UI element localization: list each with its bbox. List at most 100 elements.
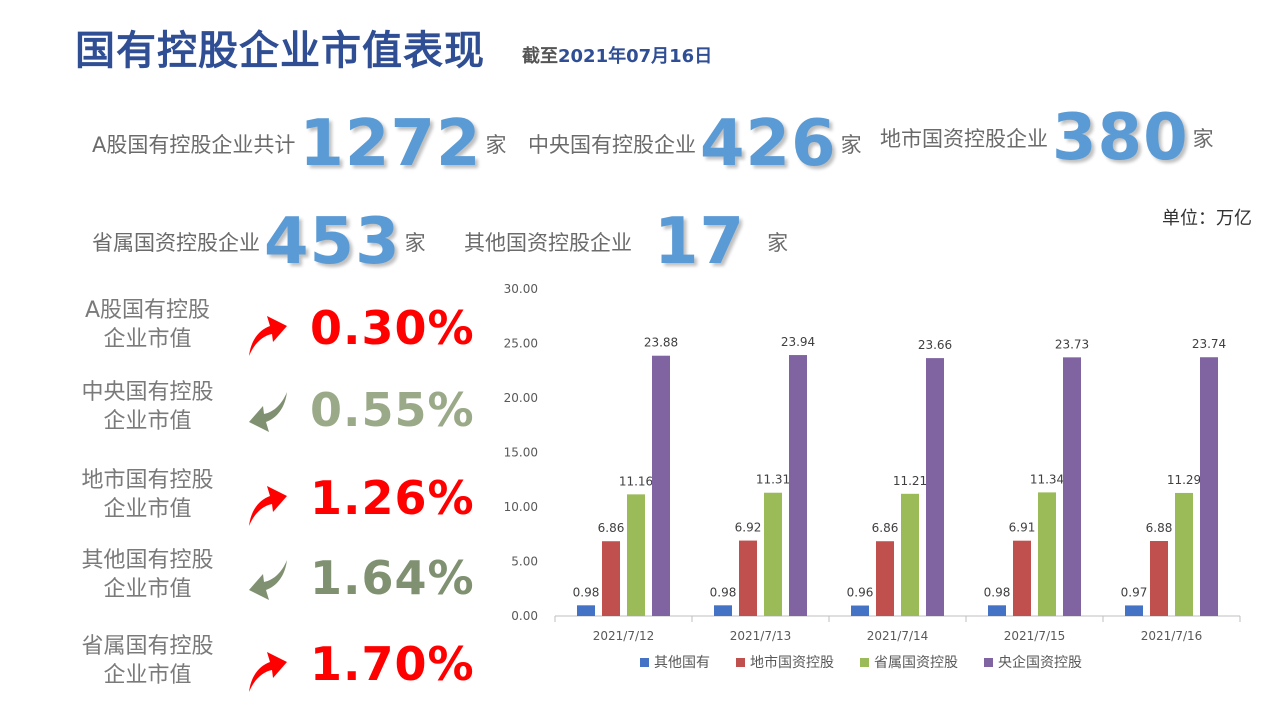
legend-swatch	[984, 658, 993, 667]
legend-swatch	[640, 658, 649, 667]
bar-data-label: 6.86	[872, 521, 899, 535]
bar-data-label: 6.91	[1009, 521, 1036, 535]
stat-value: 380	[1052, 101, 1189, 175]
market-change-label: A股国有控股 企业市值	[60, 296, 235, 354]
stat-other: 其他国资控股企业 17 家	[464, 210, 788, 274]
x-tick-label: 2021/7/14	[867, 629, 929, 643]
unit-note: 单位：万亿	[1162, 208, 1252, 229]
market-change-label: 地市国有控股 企业市值	[60, 466, 235, 524]
bar	[1125, 605, 1143, 616]
stat-unit: 家	[1192, 127, 1214, 151]
bar	[739, 540, 757, 616]
bar	[1150, 541, 1168, 616]
up-arrow-icon	[249, 486, 287, 526]
market-change-label: 其他国有控股 企业市值	[60, 546, 235, 604]
y-tick-label: 15.00	[504, 446, 538, 460]
bar-data-label: 11.21	[893, 474, 927, 488]
label-line: 企业市值	[103, 497, 192, 522]
bar	[714, 605, 732, 616]
bar	[901, 493, 919, 616]
bar	[1063, 357, 1081, 616]
stat-central: 中央国有控股企业 426 家	[528, 112, 862, 176]
bar-data-label: 23.94	[781, 335, 815, 349]
bar-data-label: 6.92	[735, 521, 762, 535]
stat-unit: 家	[404, 231, 426, 255]
bar-data-label: 0.97	[1121, 585, 1148, 599]
label-line: 省属国有控股	[81, 634, 214, 659]
page-title: 国有控股企业市值表现	[75, 28, 485, 74]
stat-value: 453	[264, 205, 401, 279]
market-change-label: 省属国有控股 企业市值	[60, 632, 235, 690]
bar-data-label: 0.98	[984, 585, 1011, 599]
label-line: 其他国有控股	[81, 548, 214, 573]
market-change-value: 1.26%	[310, 471, 475, 525]
label-line: A股国有控股	[84, 298, 211, 323]
bar-data-label: 6.88	[1146, 521, 1173, 535]
bar	[627, 494, 645, 616]
x-tick-label: 2021/7/15	[1004, 629, 1066, 643]
x-tick-label: 2021/7/13	[730, 629, 792, 643]
stat-value: 1272	[299, 107, 482, 181]
bar-data-label: 23.74	[1192, 337, 1226, 351]
legend-label: 省属国资控股	[874, 655, 958, 671]
y-tick-label: 20.00	[504, 391, 538, 405]
legend-swatch	[860, 658, 869, 667]
y-tick-label: 5.00	[511, 555, 538, 569]
bar	[1038, 492, 1056, 616]
label-line: 中央国有控股	[81, 380, 214, 405]
stat-unit: 家	[840, 133, 862, 157]
market-change-value: 1.64%	[310, 551, 475, 605]
down-arrow-icon	[249, 560, 287, 600]
y-tick-label: 25.00	[504, 337, 538, 351]
bar	[1200, 357, 1218, 616]
bar	[851, 605, 869, 616]
as-of-date-value: 2021年07月16日	[558, 46, 713, 67]
bar	[988, 605, 1006, 616]
market-change-row: 中央国有控股 企业市值 0.55%	[60, 378, 480, 452]
market-change-row: 省属国有控股 企业市值 1.70%	[60, 632, 480, 706]
stat-label: A股国有控股企业共计	[92, 133, 296, 157]
bar	[789, 355, 807, 616]
bar	[1013, 540, 1031, 616]
bar-data-label: 11.34	[1030, 472, 1064, 486]
stat-provincial: 省属国资控股企业 453 家	[92, 210, 426, 274]
bar-data-label: 11.31	[756, 473, 790, 487]
bar-data-label: 6.86	[598, 521, 625, 535]
as-of-prefix: 截至	[522, 46, 558, 67]
label-line: 企业市值	[103, 409, 192, 434]
bar-data-label: 11.29	[1167, 473, 1201, 487]
stat-label: 中央国有控股企业	[528, 133, 696, 157]
market-change-row: 地市国有控股 企业市值 1.26%	[60, 466, 480, 540]
market-change-value: 0.30%	[310, 301, 475, 355]
legend-swatch	[736, 658, 745, 667]
market-value-bar-chart: 0.00 5.00 10.00 15.00 20.00 25.00 30.00 0.98 6.8…	[504, 282, 1241, 671]
stat-value: 426	[700, 107, 837, 181]
bar-data-label: 0.98	[573, 585, 600, 599]
up-arrow-icon	[249, 652, 287, 692]
market-change-label: 中央国有控股 企业市值	[60, 378, 235, 436]
stat-label: 省属国资控股企业	[92, 231, 260, 255]
stat-municipal: 地市国资控股企业 380 家	[880, 106, 1214, 170]
x-tick-label: 2021/7/16	[1141, 629, 1203, 643]
label-line: 企业市值	[103, 577, 192, 602]
stat-label: 其他国资控股企业	[464, 231, 632, 255]
bar-data-label: 23.88	[644, 336, 678, 350]
legend-label: 央企国资控股	[998, 654, 1082, 671]
market-change-row: A股国有控股 企业市值 0.30%	[60, 296, 480, 370]
label-line: 地市国有控股	[81, 468, 214, 493]
bar-data-label: 0.98	[710, 585, 737, 599]
stat-unit: 家	[767, 231, 789, 255]
up-arrow-icon	[249, 316, 287, 356]
legend-label: 其他国有	[654, 655, 710, 671]
market-change-value: 1.70%	[310, 637, 475, 691]
as-of-date: 截至2021年07月16日	[522, 42, 712, 68]
label-line: 企业市值	[103, 663, 192, 688]
bar	[652, 355, 670, 616]
market-change-value: 0.55%	[310, 383, 475, 437]
bar-data-label: 23.73	[1055, 337, 1089, 351]
bar	[602, 541, 620, 616]
bar-data-label: 11.16	[619, 474, 653, 488]
market-change-row: 其他国有控股 企业市值 1.64%	[60, 546, 480, 620]
x-tick-label: 2021/7/12	[593, 629, 655, 643]
bar	[876, 541, 894, 616]
